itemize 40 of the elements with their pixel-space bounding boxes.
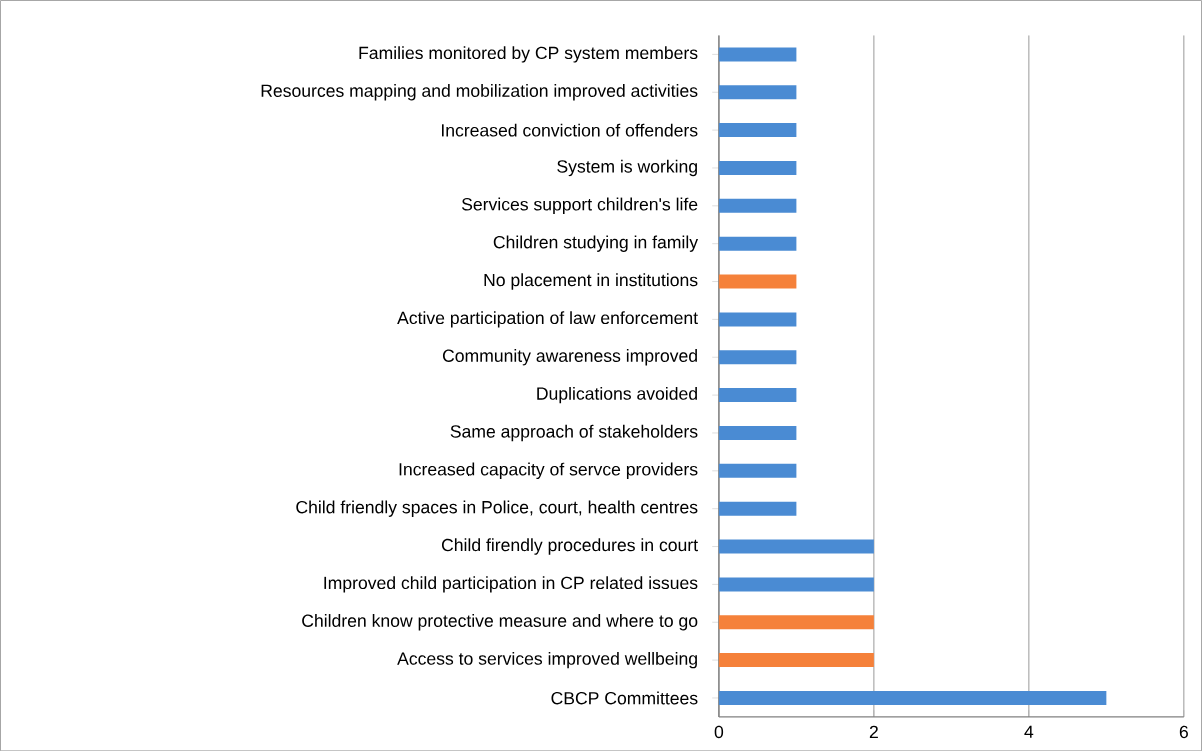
y-tick-label: Resources mapping and mobilization improved activities [261,83,698,101]
bar [718,690,1107,705]
bar [718,652,874,667]
y-tick-label: Child friendly spaces in Police, court, health centres [296,500,698,517]
y-tick-label: Increased capacity of servce providers [399,462,698,479]
y-tick-label: Children studying in family [493,235,699,252]
y-tick-label: Access to services improved wellbeing [397,651,697,669]
bar [718,425,797,440]
y-tick-label: Active participation of law enforcement [397,311,698,328]
bar [718,577,874,592]
bar [718,539,874,554]
y-tick-label: Services support children's life [461,197,698,214]
y-tick-label: Increased conviction of offenders [442,123,698,137]
bar [718,122,797,137]
y-tick-label: Children know protective measure and where to go [302,613,698,631]
x-tick-label: 6 [1179,725,1188,738]
y-tick-label: No placement in institutions [484,273,698,290]
y-tick-label: CBCP Committees [551,691,698,705]
bar [718,387,797,402]
y-tick-label: Families monitored by CP system members [359,46,698,63]
y-tick-label: Community awareness improved [442,348,697,366]
bar [718,501,797,516]
bar [718,463,797,478]
bar [718,160,797,175]
x-tick-label: 0 [714,725,724,738]
x-tick-label: 2 [869,725,878,738]
bar [718,312,797,327]
bar [718,350,797,365]
y-tick-label: Same approach of stakeholders [450,424,698,441]
bar [718,85,797,100]
y-tick-label: Child firendly procedures in court [441,538,698,555]
bar [718,198,797,213]
y-tick-label: Duplications avoided [537,386,697,404]
x-tick-label: 4 [1024,725,1034,738]
bar [718,615,874,630]
bar [718,236,797,251]
y-tick-label: Improved child participation in CP related issues [324,576,698,593]
y-tick-label: System is working [557,159,697,176]
bar [718,274,797,289]
bar [718,47,797,62]
